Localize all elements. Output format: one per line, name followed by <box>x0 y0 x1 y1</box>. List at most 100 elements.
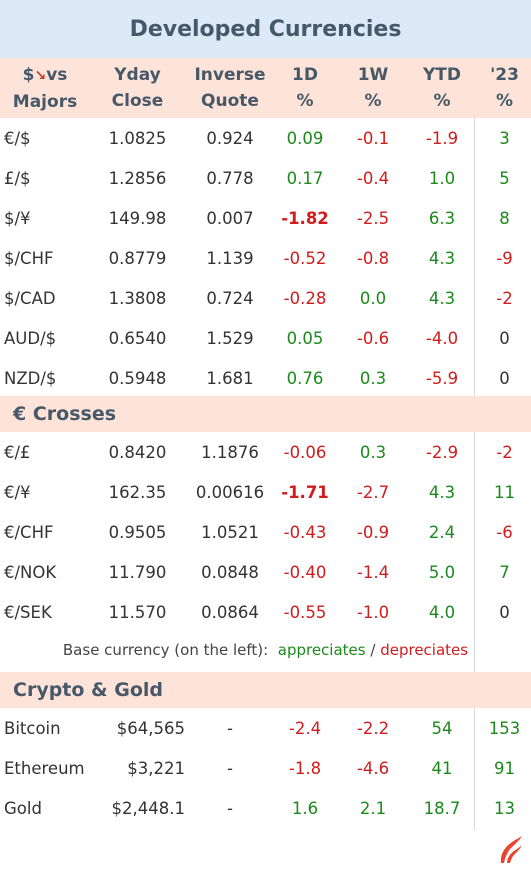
note-appreciates: appreciates <box>277 641 366 659</box>
cell-close: 0.8420 <box>108 442 167 462</box>
cell-close: 1.2856 <box>108 168 167 188</box>
crypto-section-header: Crypto & Gold <box>0 672 531 708</box>
cell-inverse: 0.778 <box>206 168 254 188</box>
header-1w: 1W % <box>357 65 389 111</box>
cell-close: 0.9505 <box>108 522 167 542</box>
cell-w1: 2.1 <box>359 798 387 818</box>
cell-inverse: 0.007 <box>206 208 254 228</box>
cell-close: 149.98 <box>108 208 167 228</box>
down-right-arrow-icon: ↘ <box>34 67 47 84</box>
cell-d1: -0.55 <box>283 602 327 622</box>
cell-y23: 7 <box>499 562 510 582</box>
page-title: Developed Currencies <box>129 16 402 42</box>
cell-ytd: 4.3 <box>428 288 456 308</box>
cell-pair: €/$ <box>4 128 31 148</box>
cell-d1: -0.52 <box>283 248 327 268</box>
cell-pair: £/$ <box>4 168 31 188</box>
table-row: £/$ 1.2856 0.778 0.17 -0.4 1.0 5 <box>0 158 531 198</box>
cell-inverse: 0.924 <box>206 128 254 148</box>
cell-close: 1.3808 <box>108 288 167 308</box>
cell-close: $2,448.1 <box>111 798 185 818</box>
cell-ytd: -5.9 <box>425 368 459 388</box>
header-pair-vs: vs <box>46 64 68 85</box>
cell-inverse: 1.139 <box>206 248 254 268</box>
cell-w1: -4.6 <box>356 758 390 778</box>
cell-inverse: 0.00616 <box>195 482 265 502</box>
cell-w1: -0.4 <box>356 168 390 188</box>
cell-y23: 0 <box>499 368 510 388</box>
table-row: Gold $2,448.1 - 1.6 2.1 18.7 13 <box>0 788 531 828</box>
cell-w1: -0.1 <box>356 128 390 148</box>
table-row: Bitcoin $64,565 - -2.4 -2.2 54 153 <box>0 708 531 748</box>
cell-ytd: 4.3 <box>428 248 456 268</box>
cell-d1: -2.4 <box>288 718 322 738</box>
note-separator: / <box>370 641 376 659</box>
cell-close: 1.0825 <box>108 128 167 148</box>
cell-pair: €/SEK <box>4 602 52 622</box>
cell-pair: €/¥ <box>4 482 31 502</box>
color-legend-note: Base currency (on the left): appreciates… <box>0 632 531 668</box>
cell-y23: 8 <box>499 208 510 228</box>
cell-pair: $/CHF <box>4 248 54 268</box>
cell-pair: NZD/$ <box>4 368 57 388</box>
table-row: €/£ 0.8420 1.1876 -0.06 0.3 -2.9 -2 <box>0 432 531 472</box>
cell-pair: $/CAD <box>4 288 56 308</box>
table-row: €/NOK 11.790 0.0848 -0.40 -1.4 5.0 7 <box>0 552 531 592</box>
cell-d1: -1.71 <box>281 482 329 502</box>
cell-d1: -0.28 <box>283 288 327 308</box>
cell-pair: Ethereum <box>4 758 85 778</box>
cell-w1: -2.7 <box>356 482 390 502</box>
cell-y23: -6 <box>496 522 513 542</box>
cell-y23: 91 <box>494 758 515 778</box>
cell-w1: 0.3 <box>359 368 387 388</box>
cell-y23: 11 <box>494 482 515 502</box>
header-pair: $↘vs Majors <box>0 58 90 118</box>
header-2023: '23 % <box>490 65 519 111</box>
cell-close: 162.35 <box>108 482 167 502</box>
cell-pair: Gold <box>4 798 42 818</box>
cell-ytd: 54 <box>431 718 453 738</box>
cell-inverse: 1.1876 <box>201 442 259 462</box>
cell-close: 0.5948 <box>108 368 167 388</box>
table-row: €/SEK 11.570 0.0864 -0.55 -1.0 4.0 0 <box>0 592 531 632</box>
table-row: AUD/$ 0.6540 1.529 0.05 -0.6 -4.0 0 <box>0 318 531 358</box>
header-pair-line2: Majors <box>12 91 78 112</box>
cell-y23: 13 <box>494 798 515 818</box>
cell-ytd: 18.7 <box>423 798 461 818</box>
cell-d1: -1.8 <box>288 758 322 778</box>
flame-logo-icon <box>500 836 522 863</box>
cell-pair: €/CHF <box>4 522 54 542</box>
cell-close: $3,221 <box>127 758 185 778</box>
cell-d1: 0.05 <box>286 328 324 348</box>
table-row: €/CHF 0.9505 1.0521 -0.43 -0.9 2.4 -6 <box>0 512 531 552</box>
cell-w1: -1.4 <box>356 562 390 582</box>
crypto-section-title: Crypto & Gold <box>13 679 163 701</box>
header-inverse-quote: Inverse Quote <box>194 65 266 111</box>
title-bar: Developed Currencies <box>0 0 531 58</box>
header-ytd: YTD % <box>422 65 462 111</box>
crosses-section-title: € Crosses <box>13 403 117 425</box>
cell-y23: 5 <box>499 168 510 188</box>
cell-inverse: 0.0848 <box>201 562 259 582</box>
cell-ytd: 2.4 <box>428 522 456 542</box>
cell-y23: 0 <box>499 328 510 348</box>
table-row: $/CHF 0.8779 1.139 -0.52 -0.8 4.3 -9 <box>0 238 531 278</box>
table-row: Ethereum $3,221 - -1.8 -4.6 41 91 <box>0 748 531 788</box>
cell-inverse: 1.0521 <box>201 522 259 542</box>
cell-pair: €/NOK <box>4 562 57 582</box>
cell-d1: 0.17 <box>286 168 324 188</box>
cell-ytd: 4.3 <box>428 482 456 502</box>
table-row: €/$ 1.0825 0.924 0.09 -0.1 -1.9 3 <box>0 118 531 158</box>
cell-y23: -2 <box>496 442 513 462</box>
cell-d1: 1.6 <box>291 798 319 818</box>
cell-y23: 153 <box>488 718 521 738</box>
cell-ytd: -2.9 <box>425 442 459 462</box>
cell-w1: 0.3 <box>359 442 387 462</box>
header-1d: 1D % <box>292 65 318 111</box>
cell-d1: -0.40 <box>283 562 327 582</box>
cell-y23: 3 <box>499 128 510 148</box>
cell-ytd: -4.0 <box>425 328 459 348</box>
cell-pair: €/£ <box>4 442 31 462</box>
header-pair-currency: $ <box>22 64 35 85</box>
cell-w1: -0.9 <box>356 522 390 542</box>
